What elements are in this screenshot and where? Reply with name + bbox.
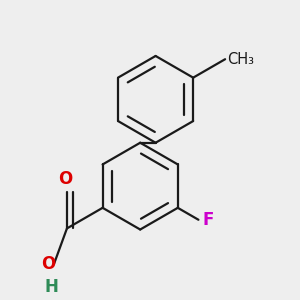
Text: F: F xyxy=(202,211,214,229)
Text: O: O xyxy=(41,256,56,274)
Text: O: O xyxy=(58,170,73,188)
Text: H: H xyxy=(45,278,58,296)
Text: CH₃: CH₃ xyxy=(227,52,254,67)
